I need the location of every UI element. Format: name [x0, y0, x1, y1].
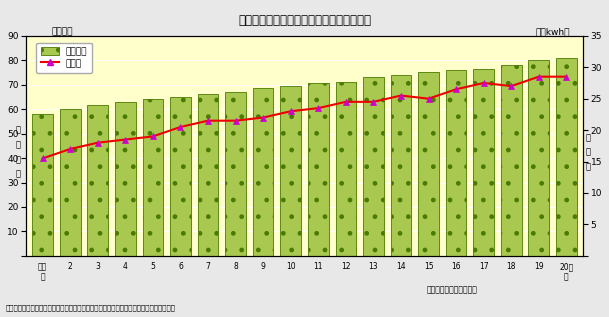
Text: 資料：東京電力株式会社: 資料：東京電力株式会社 [426, 285, 477, 294]
Bar [60, 109, 80, 256]
Bar [225, 92, 246, 256]
Bar [446, 70, 466, 256]
Bar [32, 114, 53, 256]
Text: 契
約
口
数: 契 約 口 数 [16, 126, 21, 178]
Text: （万口）: （万口） [52, 27, 73, 36]
Legend: 契約口数, 消費量: 契約口数, 消費量 [36, 42, 92, 73]
Bar [418, 73, 439, 256]
Text: （億kwh）: （億kwh） [536, 27, 571, 36]
Bar [88, 106, 108, 256]
Bar [170, 97, 191, 256]
Bar [280, 86, 301, 256]
Bar [529, 60, 549, 256]
Bar [198, 94, 219, 256]
Bar [473, 69, 494, 256]
Bar [336, 82, 356, 256]
Text: 消
費
量: 消 費 量 [585, 133, 590, 171]
Bar [556, 58, 577, 256]
Text: （注）契約口数の各年度の数値は年度末の数値である。特定需要規模以外の需要である。: （注）契約口数の各年度の数値は年度末の数値である。特定需要規模以外の需要である。 [6, 304, 176, 311]
Bar [253, 88, 273, 256]
Text: 図１８　電力の契約口数及び消費量の推移: 図１８ 電力の契約口数及び消費量の推移 [238, 14, 371, 27]
Bar [115, 102, 136, 256]
Bar [390, 75, 411, 256]
Bar [501, 65, 521, 256]
Bar [143, 100, 163, 256]
Bar [363, 77, 384, 256]
Bar [308, 83, 329, 256]
